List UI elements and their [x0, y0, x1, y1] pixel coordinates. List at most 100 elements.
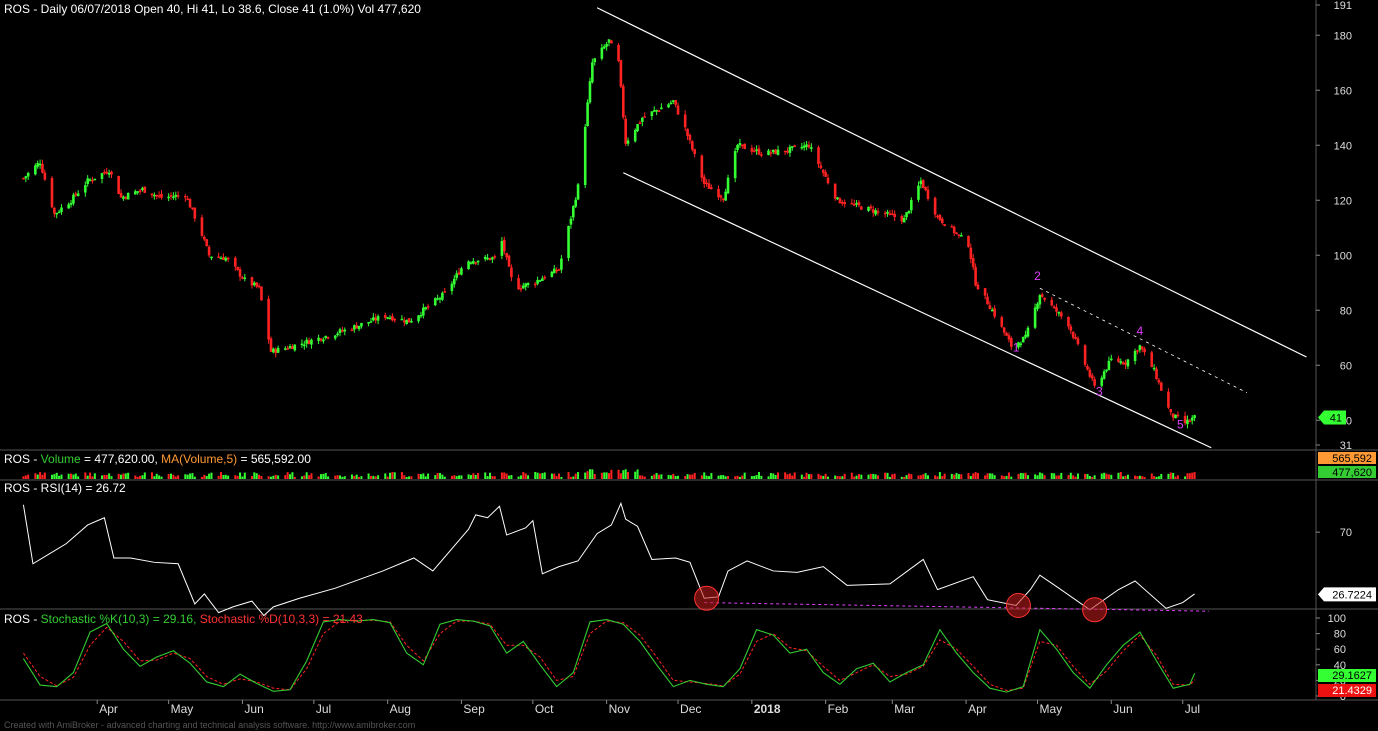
candle [957, 234, 961, 239]
candle [572, 205, 575, 221]
candle [426, 303, 430, 310]
price-tick-label: 80 [1340, 305, 1352, 317]
price-tick-label: 120 [1334, 195, 1352, 207]
candle [1169, 408, 1173, 416]
volume-bar [522, 472, 525, 479]
volume-bar [350, 474, 353, 479]
volume-bar [389, 472, 392, 479]
volume-bar [934, 475, 937, 479]
volume-bar [236, 475, 239, 479]
volume-bar [650, 475, 653, 479]
volume-bar [750, 476, 753, 479]
candle [369, 317, 373, 323]
trendline-upper-channel [596, 7, 1307, 358]
candle [1010, 336, 1013, 350]
candle [936, 214, 939, 219]
wave-label: 3 [1096, 385, 1103, 399]
candle [193, 206, 197, 222]
volume-bars [22, 469, 1196, 479]
candle [791, 146, 794, 151]
volume-bar [910, 474, 913, 479]
volume-bar [891, 474, 894, 479]
volume-bar [505, 473, 508, 479]
candle [788, 144, 792, 157]
candle [971, 254, 975, 271]
candle [602, 44, 606, 50]
footer-credit: Created with AmiBroker - advanced charti… [4, 720, 416, 730]
candle [850, 198, 854, 205]
candle [660, 103, 663, 110]
candle [960, 232, 963, 237]
volume-bar [1072, 475, 1075, 479]
volume-bar [117, 473, 120, 479]
candle [617, 42, 620, 63]
volume-bar [353, 475, 356, 479]
candle [643, 112, 647, 118]
volume-bar [260, 476, 263, 479]
candle [286, 345, 289, 350]
price-tick-label: 100 [1334, 250, 1352, 262]
candle [210, 256, 213, 261]
candle [374, 313, 378, 324]
volume-bar [53, 474, 56, 479]
candle [319, 338, 323, 342]
volume-bar [100, 475, 103, 479]
candle [1109, 354, 1113, 362]
candle [103, 169, 106, 175]
candle [583, 123, 587, 189]
volume-bar [700, 475, 703, 479]
volume-ma-badge [1318, 452, 1376, 464]
candle [752, 147, 756, 153]
volume-bar [684, 476, 687, 479]
candle [686, 128, 689, 141]
candle [619, 59, 623, 89]
candle [1176, 411, 1180, 418]
volume-bar [91, 476, 94, 479]
candle [805, 141, 808, 151]
candle [188, 197, 192, 208]
candle [900, 214, 904, 225]
volume-bar [950, 473, 953, 479]
candle [821, 169, 825, 177]
candle [1083, 344, 1087, 368]
volume-bar [624, 469, 627, 479]
candle [457, 268, 461, 276]
candle [688, 133, 692, 144]
candle [710, 184, 713, 190]
rsi-support-line [704, 602, 1209, 612]
volume-bar [493, 476, 496, 479]
volume-bar [503, 472, 506, 479]
candle [238, 266, 242, 281]
candle [691, 140, 694, 152]
candle [588, 77, 592, 105]
candle [367, 322, 370, 327]
volume-bar [484, 472, 487, 479]
volume-bar [1043, 475, 1046, 479]
volume-bar [508, 475, 511, 479]
stochastic-k-badge [1318, 669, 1376, 682]
volume-bar [905, 475, 908, 479]
candle [126, 192, 130, 200]
volume-bar [767, 476, 770, 479]
candle [360, 322, 363, 329]
x-tick-label: Apr [99, 702, 118, 716]
volume-bar [534, 472, 537, 479]
volume-bar [77, 476, 80, 479]
volume-bar [319, 474, 322, 479]
candle [1071, 331, 1075, 340]
candle [550, 270, 554, 278]
volume-bar [786, 474, 789, 479]
candle [317, 334, 320, 344]
candle [669, 100, 673, 105]
volume-bar [774, 475, 777, 479]
candle [943, 223, 946, 227]
candle [224, 256, 228, 262]
volume-bar [1184, 476, 1187, 479]
candle [905, 212, 908, 221]
rsi-highlight-circle [1005, 592, 1031, 618]
volume-bar [243, 472, 246, 479]
candle [738, 138, 742, 148]
volume-bar [1193, 472, 1196, 479]
candle [383, 312, 387, 321]
